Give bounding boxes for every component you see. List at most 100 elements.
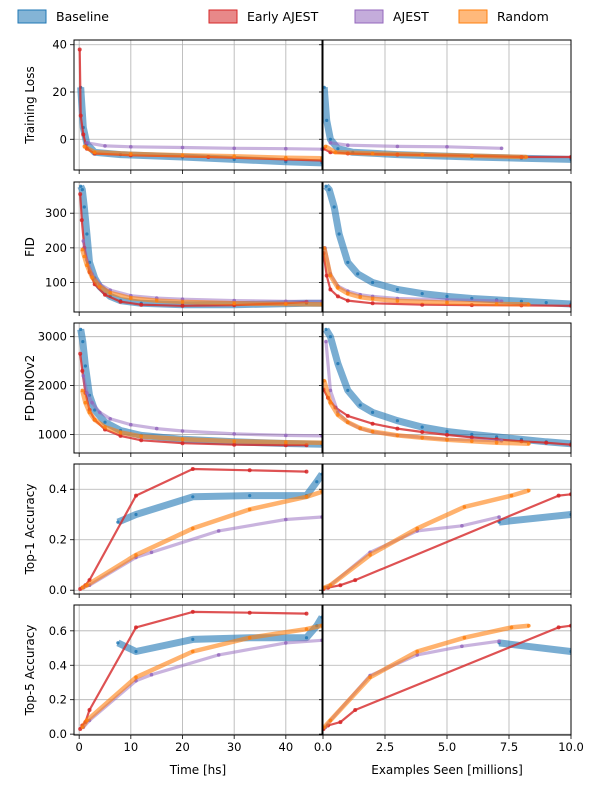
data-point-ajest xyxy=(129,145,133,149)
data-point-ajest xyxy=(216,653,221,657)
data-point-random xyxy=(358,295,363,299)
data-point-early-ajest xyxy=(134,625,138,630)
data-point-baseline xyxy=(445,294,449,298)
data-point-ajest xyxy=(81,239,86,243)
data-point-random xyxy=(92,418,97,422)
ylabel-top-5-accuracy: Top-5 Accuracy xyxy=(23,625,37,717)
series-group xyxy=(323,488,571,591)
data-point-early-ajest xyxy=(370,301,375,306)
x-tick-label: 10.0 xyxy=(558,740,584,754)
data-point-early-ajest xyxy=(78,113,83,118)
data-point-random xyxy=(82,254,87,259)
data-point-random xyxy=(232,154,236,159)
data-point-early-ajest xyxy=(180,303,185,308)
data-point-ajest xyxy=(324,339,328,344)
data-point-baseline xyxy=(80,188,84,192)
data-point-early-ajest xyxy=(395,426,400,431)
legend-item-random: Random xyxy=(458,9,549,24)
data-point-random xyxy=(336,285,340,290)
data-point-baseline xyxy=(325,118,329,122)
data-point-baseline xyxy=(420,292,424,296)
x-tick-label: 30 xyxy=(227,740,242,754)
y-tick-label: 0.4 xyxy=(49,482,67,496)
data-point-random xyxy=(328,273,333,278)
panel-row2-col2 xyxy=(319,181,572,316)
data-point-random xyxy=(336,413,340,417)
data-point-random xyxy=(328,583,333,587)
legend-swatch-early-ajest xyxy=(208,9,238,24)
data-point-early-ajest xyxy=(324,273,329,278)
x-tick-label: 10 xyxy=(124,740,139,754)
data-point-random xyxy=(139,434,143,439)
x-tick-label: 40 xyxy=(279,740,294,754)
data-point-random xyxy=(134,553,138,557)
data-point-random xyxy=(328,718,333,723)
series-line-ajest xyxy=(330,141,502,150)
data-point-early-ajest xyxy=(77,47,82,52)
data-point-random xyxy=(134,675,138,680)
data-point-early-ajest xyxy=(87,708,92,712)
data-point-ajest xyxy=(81,374,86,378)
data-point-early-ajest xyxy=(304,469,309,474)
data-point-early-ajest xyxy=(103,292,107,297)
series-group xyxy=(78,609,322,731)
data-point-early-ajest xyxy=(345,413,350,418)
data-point-ajest xyxy=(499,146,504,151)
data-point-ajest xyxy=(284,641,288,645)
data-point-early-ajest xyxy=(180,441,185,446)
y-tick-label: 0.2 xyxy=(49,693,67,707)
data-point-early-ajest xyxy=(338,583,343,588)
axes-frame xyxy=(73,604,323,736)
series-line-random xyxy=(324,144,527,160)
data-point-ajest xyxy=(445,145,449,149)
data-point-random xyxy=(333,150,338,155)
data-point-early-ajest xyxy=(78,351,83,356)
data-point-ajest xyxy=(90,400,94,405)
data-point-random xyxy=(527,441,531,446)
panel-row5-col1: 0 10 20 30 40 0.0 0.2 0.4 0.6 Time [hs] xyxy=(49,604,323,777)
data-point-early-ajest xyxy=(80,368,85,373)
data-point-baseline xyxy=(116,641,120,645)
xlabel-examples-seen-millions: Examples Seen [millions] xyxy=(371,763,523,777)
data-point-baseline xyxy=(332,205,336,209)
series-line-baseline xyxy=(323,183,571,308)
data-point-early-ajest xyxy=(139,302,144,307)
data-point-random xyxy=(80,247,85,252)
data-point-baseline xyxy=(304,636,309,640)
data-point-early-ajest xyxy=(78,192,83,197)
data-point-early-ajest xyxy=(304,611,309,616)
data-point-early-ajest xyxy=(118,299,123,304)
data-point-ajest xyxy=(85,141,89,145)
data-point-ajest xyxy=(98,410,102,415)
legend-label-baseline: Baseline xyxy=(56,9,109,24)
data-point-early-ajest xyxy=(247,468,252,473)
data-point-baseline xyxy=(356,272,360,276)
data-point-early-ajest xyxy=(79,218,84,223)
data-point-baseline xyxy=(324,327,328,331)
data-point-random xyxy=(85,583,89,587)
series-line-random xyxy=(323,247,529,307)
data-point-random xyxy=(191,649,195,654)
data-point-early-ajest xyxy=(232,442,237,447)
y-tick-label: 40 xyxy=(52,38,67,52)
data-point-random xyxy=(323,378,326,383)
axes-frame xyxy=(73,181,323,313)
data-point-random xyxy=(191,526,195,531)
data-point-random xyxy=(80,725,85,730)
panel-row5-col2: 0.0 2.5 5.0 7.5 10.0 Examples Seen [millions] xyxy=(314,604,584,777)
data-point-baseline xyxy=(116,520,120,524)
data-point-random xyxy=(323,725,326,730)
data-point-early-ajest xyxy=(370,421,375,426)
y-tick-label: 2000 xyxy=(38,379,67,393)
x-tick-label: 5.0 xyxy=(438,740,456,754)
data-point-random xyxy=(108,291,112,295)
y-tick-label: 0.4 xyxy=(49,658,67,672)
data-point-baseline xyxy=(324,184,328,188)
data-point-random xyxy=(527,623,531,628)
data-point-ajest xyxy=(108,417,112,421)
data-point-random xyxy=(80,585,85,590)
data-point-random xyxy=(98,284,102,289)
y-tick-label: 1000 xyxy=(38,427,67,441)
y-tick-label: 100 xyxy=(45,276,67,290)
